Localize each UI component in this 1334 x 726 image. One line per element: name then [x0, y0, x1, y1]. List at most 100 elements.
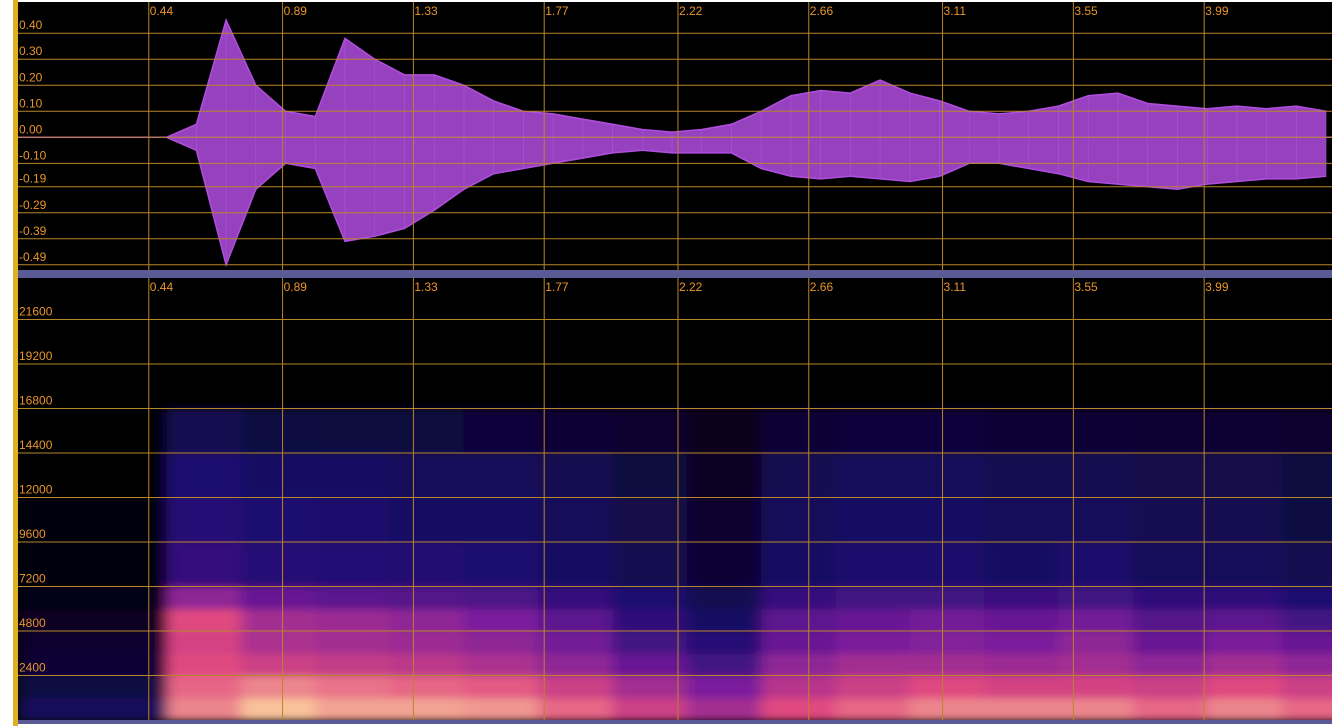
panel-divider	[18, 270, 1332, 278]
spectrogram-cell	[464, 676, 539, 699]
spectrogram-cell	[687, 587, 762, 610]
spectrogram-cell	[315, 698, 390, 721]
x-tick-label: 3.55	[1074, 4, 1098, 18]
y-tick-label: -0.19	[19, 172, 47, 186]
spectrogram-cell	[390, 653, 465, 676]
spectrogram-cell	[464, 653, 539, 676]
x-tick-label: 3.11	[944, 280, 967, 294]
y-tick-label: 19200	[19, 349, 53, 363]
spectrogram-cell	[687, 653, 762, 676]
spectrogram-cell	[167, 498, 242, 543]
spectrogram-cell	[315, 453, 390, 498]
spectrogram-cell	[1207, 676, 1282, 699]
waveform-segment	[642, 129, 672, 152]
waveform-segment	[553, 114, 583, 163]
spectrogram-cell	[464, 409, 539, 454]
spectrogram-cell	[1058, 453, 1133, 498]
spectrogram-cell	[390, 609, 465, 632]
spectrogram-cell	[18, 676, 93, 699]
y-tick-label: 0.00	[19, 122, 43, 136]
spectrogram-cell	[1281, 453, 1334, 498]
spectrogram-cell	[984, 587, 1059, 610]
spectrogram-cell	[1281, 498, 1334, 543]
x-tick-label: 3.99	[1205, 280, 1229, 294]
spectrogram-cell	[464, 453, 539, 498]
y-tick-label: 16800	[19, 394, 53, 408]
spectrogram-cell	[1133, 453, 1208, 498]
spectrogram-cell	[464, 698, 539, 721]
waveform-segment	[1118, 93, 1148, 187]
spectrogram-cell	[836, 453, 911, 498]
spectrogram-cell	[92, 676, 167, 699]
waveform-segment	[1207, 106, 1237, 184]
spectrogram-cell	[1058, 609, 1133, 632]
spectrogram-cell	[687, 698, 762, 721]
waveform-segment	[1088, 93, 1118, 184]
spectrogram-cell	[836, 698, 911, 721]
spectrogram-cells	[18, 409, 1334, 721]
x-tick-label: 1.77	[545, 280, 569, 294]
spectrogram-cell	[390, 631, 465, 654]
spectrogram-cell	[241, 498, 316, 543]
spectrogram-cell	[1133, 676, 1208, 699]
spectrogram-cell	[241, 409, 316, 454]
spectrogram-cell	[613, 631, 688, 654]
spectrogram-cell	[1058, 587, 1133, 610]
spectrogram-cell	[92, 698, 167, 721]
spectrogram-cell	[538, 698, 613, 721]
spectrogram-cell	[315, 542, 390, 587]
spectrogram-cell	[1133, 409, 1208, 454]
spectrogram-cell	[464, 587, 539, 610]
spectrogram-cell	[241, 542, 316, 587]
spectrogram-cell	[1281, 653, 1334, 676]
x-tick-label: 1.33	[414, 4, 438, 18]
spectrogram-cell	[613, 498, 688, 543]
spectrogram-cell	[92, 409, 167, 454]
spectrogram-cell	[984, 498, 1059, 543]
spectrogram-cell	[315, 587, 390, 610]
spectrogram-cell	[1281, 698, 1334, 721]
spectrogram-cell	[910, 542, 985, 587]
spectrogram-cell	[538, 542, 613, 587]
x-tick-label: 0.44	[150, 280, 174, 294]
spectrogram-cell	[984, 609, 1059, 632]
spectrogram-cell	[1058, 498, 1133, 543]
spectrogram-cell	[761, 698, 836, 721]
spectrogram-cell	[910, 409, 985, 454]
spectrogram-cell	[613, 698, 688, 721]
spectrogram-cell	[1058, 542, 1133, 587]
waveform-segment	[1148, 103, 1178, 189]
waveform-segment	[345, 38, 375, 241]
spectrogram-cell	[241, 587, 316, 610]
x-tick-label: 1.33	[414, 280, 438, 294]
spectrogram-cell	[1207, 587, 1282, 610]
spectrogram-cell	[836, 409, 911, 454]
spectrogram-cell	[92, 498, 167, 543]
waveform-segment	[1296, 106, 1326, 179]
spectrogram-cell	[613, 409, 688, 454]
spectrogram-cell	[984, 653, 1059, 676]
y-tick-label: 14400	[19, 438, 53, 452]
spectrogram-cell	[910, 498, 985, 543]
spectrogram-cell	[984, 453, 1059, 498]
spectrogram-cell	[18, 631, 93, 654]
spectrogram-cell	[1133, 609, 1208, 632]
spectrogram-cell	[613, 587, 688, 610]
y-tick-label: 0.30	[19, 44, 43, 58]
spectrogram-cell	[613, 609, 688, 632]
spectrogram-cell	[687, 542, 762, 587]
spectrogram-cell	[92, 453, 167, 498]
spectrogram-cell	[390, 698, 465, 721]
spectrogram-cell	[910, 676, 985, 699]
y-tick-label: 9600	[19, 527, 46, 541]
spectrogram-cell	[315, 409, 390, 454]
spectrogram-cell	[167, 698, 242, 721]
y-tick-label: 0.20	[19, 70, 43, 84]
spectrogram-cell	[687, 453, 762, 498]
spectrogram-cell	[390, 676, 465, 699]
spectrogram-cell	[1207, 653, 1282, 676]
x-tick-label: 1.77	[545, 4, 569, 18]
spectrogram-cell	[984, 698, 1059, 721]
spectrogram-cell	[241, 676, 316, 699]
spectrogram-cell	[1133, 587, 1208, 610]
